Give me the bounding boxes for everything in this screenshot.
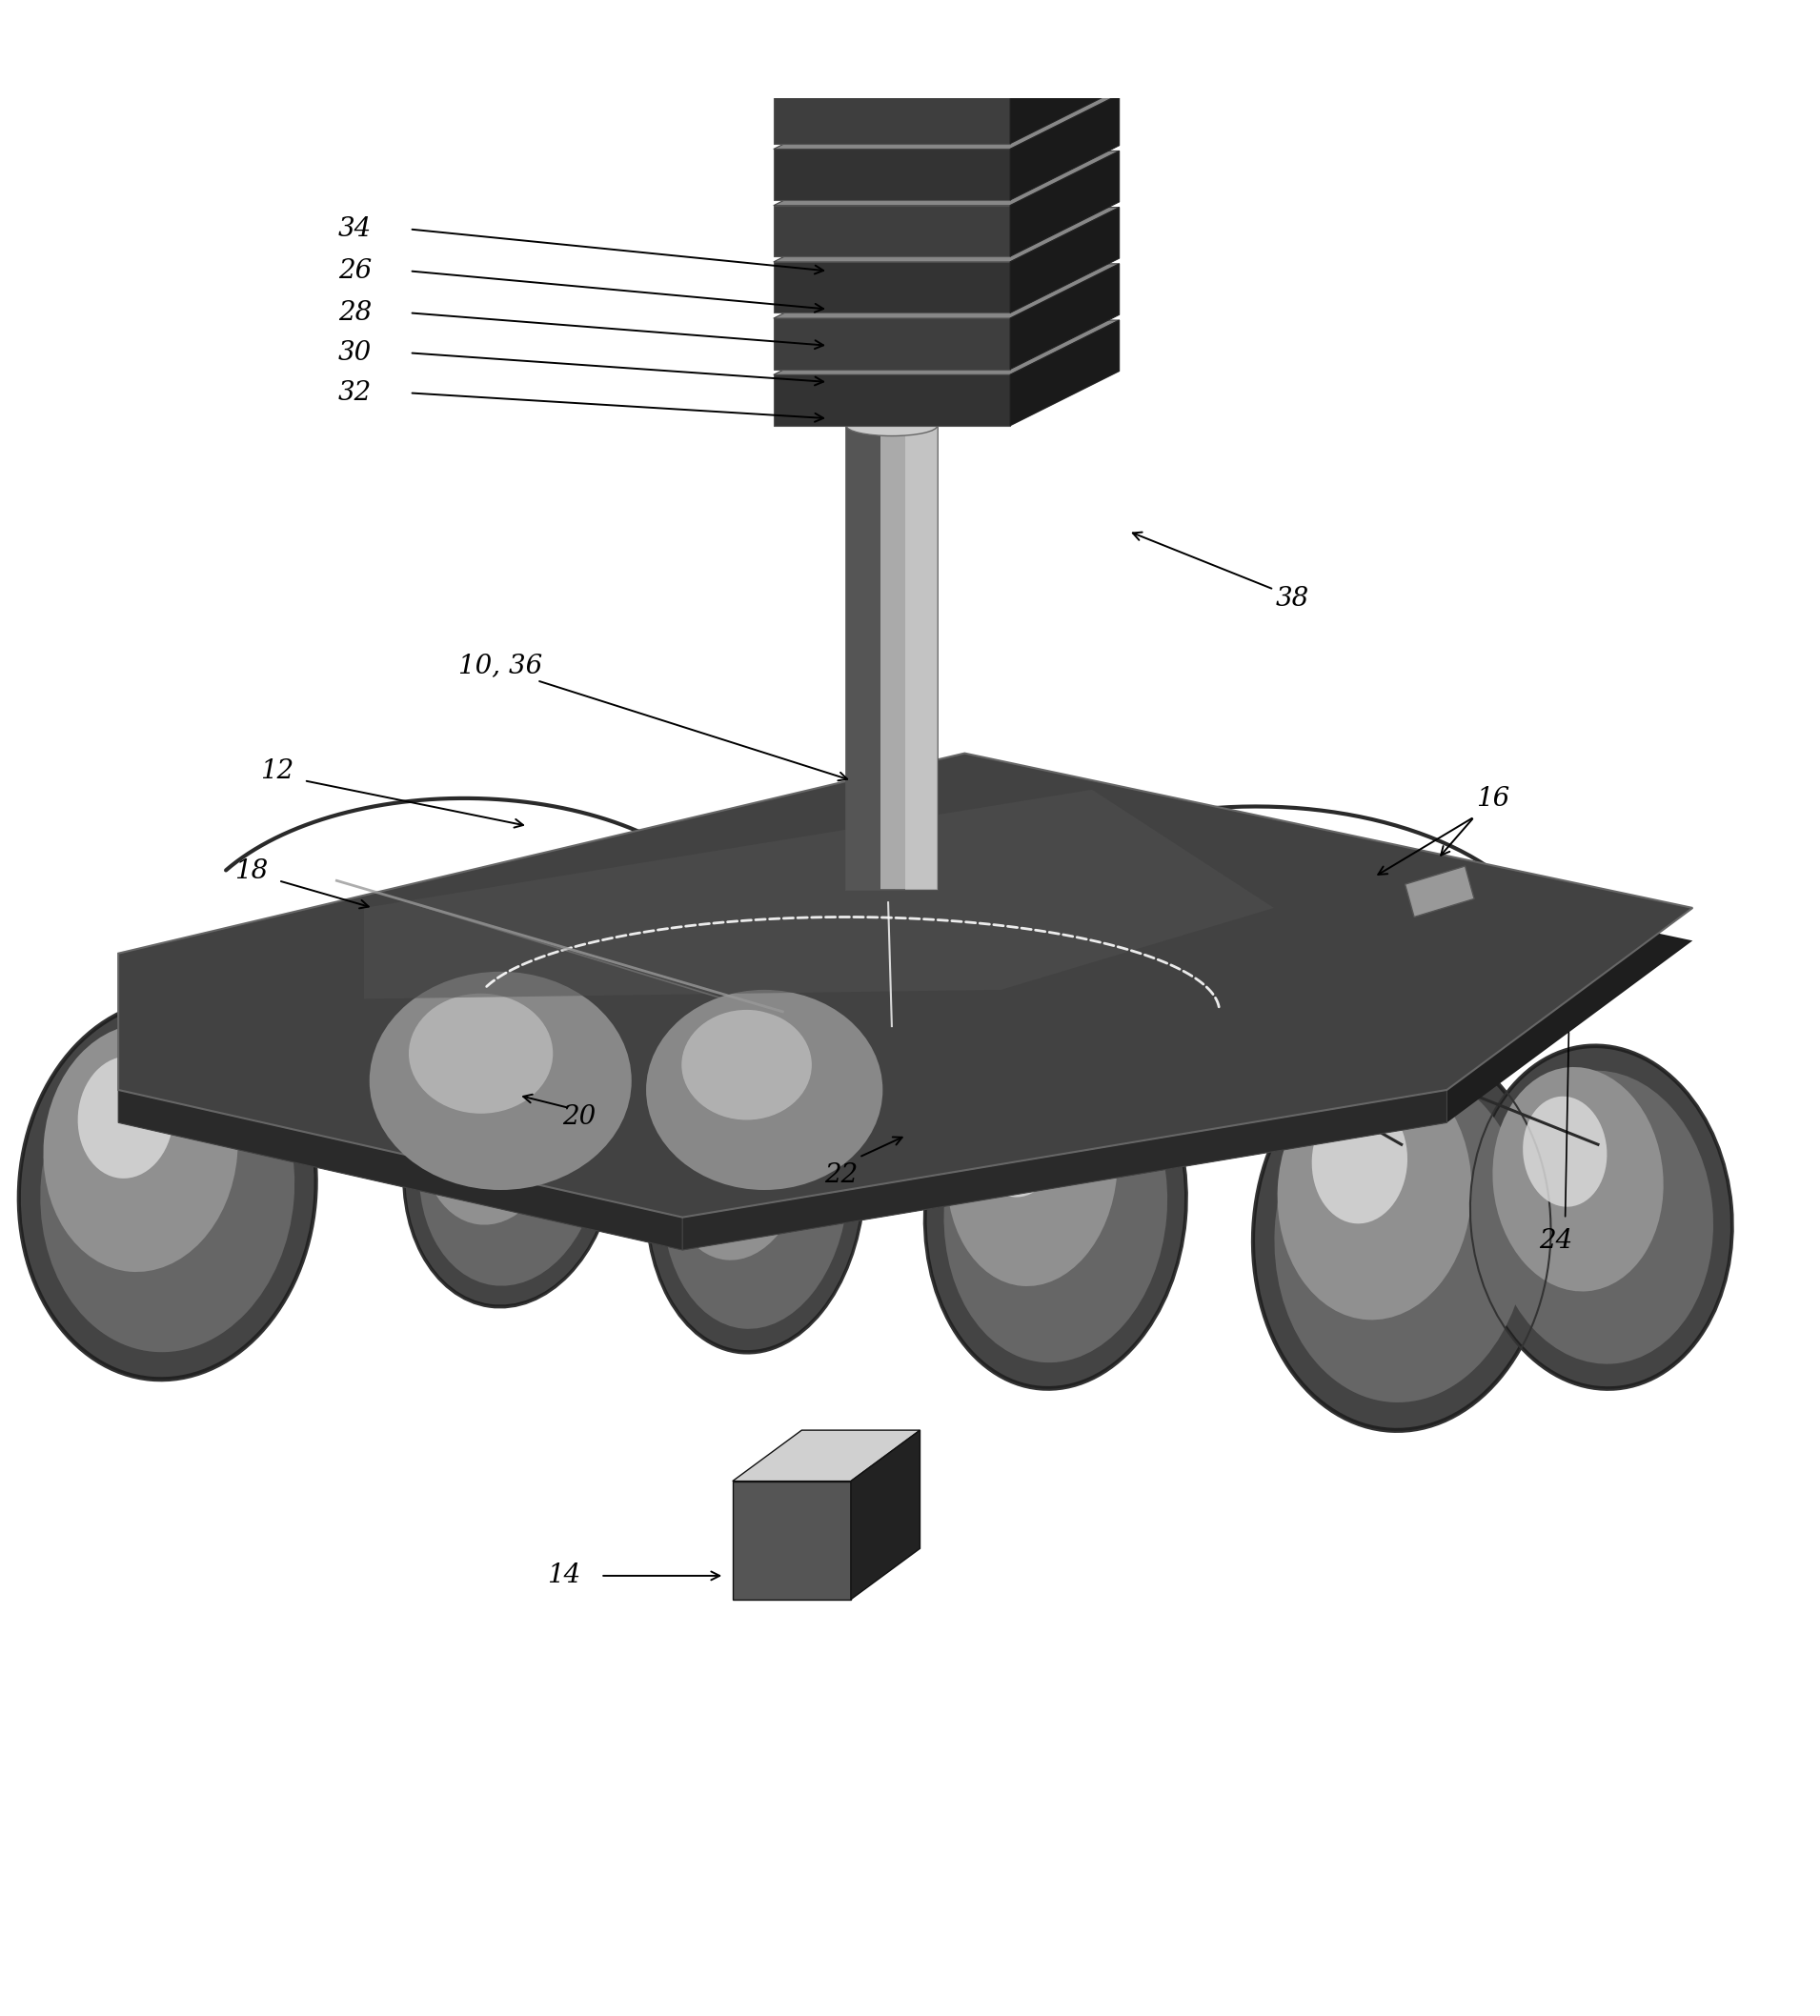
- Text: 10, 36: 10, 36: [459, 653, 542, 679]
- Polygon shape: [774, 149, 1010, 200]
- Text: 14: 14: [548, 1562, 581, 1589]
- Polygon shape: [1405, 867, 1474, 917]
- Ellipse shape: [945, 1054, 1167, 1363]
- Polygon shape: [846, 425, 881, 889]
- Polygon shape: [774, 208, 1119, 262]
- Text: 26: 26: [339, 258, 371, 284]
- Ellipse shape: [846, 415, 937, 435]
- Ellipse shape: [402, 1018, 617, 1308]
- Ellipse shape: [977, 1081, 1061, 1198]
- Ellipse shape: [40, 1028, 295, 1353]
- Polygon shape: [1010, 264, 1119, 369]
- Polygon shape: [118, 786, 1693, 1250]
- Polygon shape: [364, 790, 1274, 998]
- Ellipse shape: [406, 1020, 613, 1304]
- Ellipse shape: [1252, 1038, 1551, 1431]
- Polygon shape: [682, 1091, 1447, 1250]
- Ellipse shape: [1312, 1099, 1407, 1224]
- Text: 20: 20: [562, 1105, 595, 1131]
- Polygon shape: [732, 1482, 852, 1599]
- Ellipse shape: [926, 1030, 1185, 1387]
- Ellipse shape: [662, 1050, 848, 1329]
- Polygon shape: [852, 1429, 921, 1599]
- Ellipse shape: [1278, 1064, 1472, 1320]
- Text: 22: 22: [824, 1163, 857, 1187]
- Polygon shape: [774, 264, 1119, 319]
- Ellipse shape: [18, 1000, 317, 1381]
- Ellipse shape: [1471, 1044, 1733, 1389]
- Ellipse shape: [1472, 1048, 1731, 1387]
- Text: 18: 18: [235, 859, 268, 885]
- Ellipse shape: [78, 1056, 173, 1179]
- Ellipse shape: [410, 994, 553, 1113]
- Polygon shape: [846, 425, 937, 889]
- Ellipse shape: [446, 1060, 513, 1153]
- Polygon shape: [774, 375, 1010, 425]
- Polygon shape: [1010, 321, 1119, 425]
- Ellipse shape: [1256, 1042, 1547, 1427]
- Text: 34: 34: [339, 216, 371, 242]
- Text: 38: 38: [1276, 587, 1309, 611]
- Polygon shape: [1010, 38, 1119, 143]
- Polygon shape: [774, 38, 1119, 93]
- Polygon shape: [774, 93, 1010, 143]
- Ellipse shape: [419, 1040, 601, 1286]
- Polygon shape: [774, 151, 1119, 206]
- Text: 24: 24: [1540, 1228, 1572, 1254]
- Ellipse shape: [369, 972, 632, 1189]
- Polygon shape: [118, 1091, 682, 1250]
- Polygon shape: [906, 425, 937, 889]
- Text: 28: 28: [339, 300, 371, 327]
- Text: 12: 12: [260, 758, 293, 784]
- Ellipse shape: [646, 990, 883, 1189]
- Ellipse shape: [690, 1075, 759, 1179]
- Ellipse shape: [44, 1024, 238, 1272]
- Polygon shape: [774, 262, 1010, 312]
- Polygon shape: [1010, 95, 1119, 200]
- Ellipse shape: [1491, 1070, 1713, 1365]
- Ellipse shape: [1492, 1066, 1663, 1292]
- Ellipse shape: [925, 1026, 1187, 1389]
- Ellipse shape: [1274, 1068, 1529, 1403]
- Ellipse shape: [664, 1048, 806, 1260]
- Polygon shape: [732, 1429, 921, 1482]
- Polygon shape: [1010, 208, 1119, 312]
- Ellipse shape: [648, 1030, 863, 1351]
- Text: 32: 32: [339, 381, 371, 405]
- Polygon shape: [774, 321, 1119, 375]
- Ellipse shape: [946, 1050, 1117, 1286]
- Ellipse shape: [681, 1010, 812, 1121]
- Polygon shape: [774, 206, 1010, 256]
- Polygon shape: [774, 95, 1119, 149]
- Ellipse shape: [646, 1026, 864, 1353]
- Polygon shape: [774, 319, 1010, 369]
- Ellipse shape: [20, 1004, 315, 1377]
- Ellipse shape: [422, 1036, 561, 1226]
- Text: 30: 30: [339, 341, 371, 365]
- Text: 16: 16: [1476, 786, 1509, 812]
- Ellipse shape: [1523, 1097, 1607, 1208]
- Polygon shape: [1010, 151, 1119, 256]
- Polygon shape: [118, 754, 1693, 1218]
